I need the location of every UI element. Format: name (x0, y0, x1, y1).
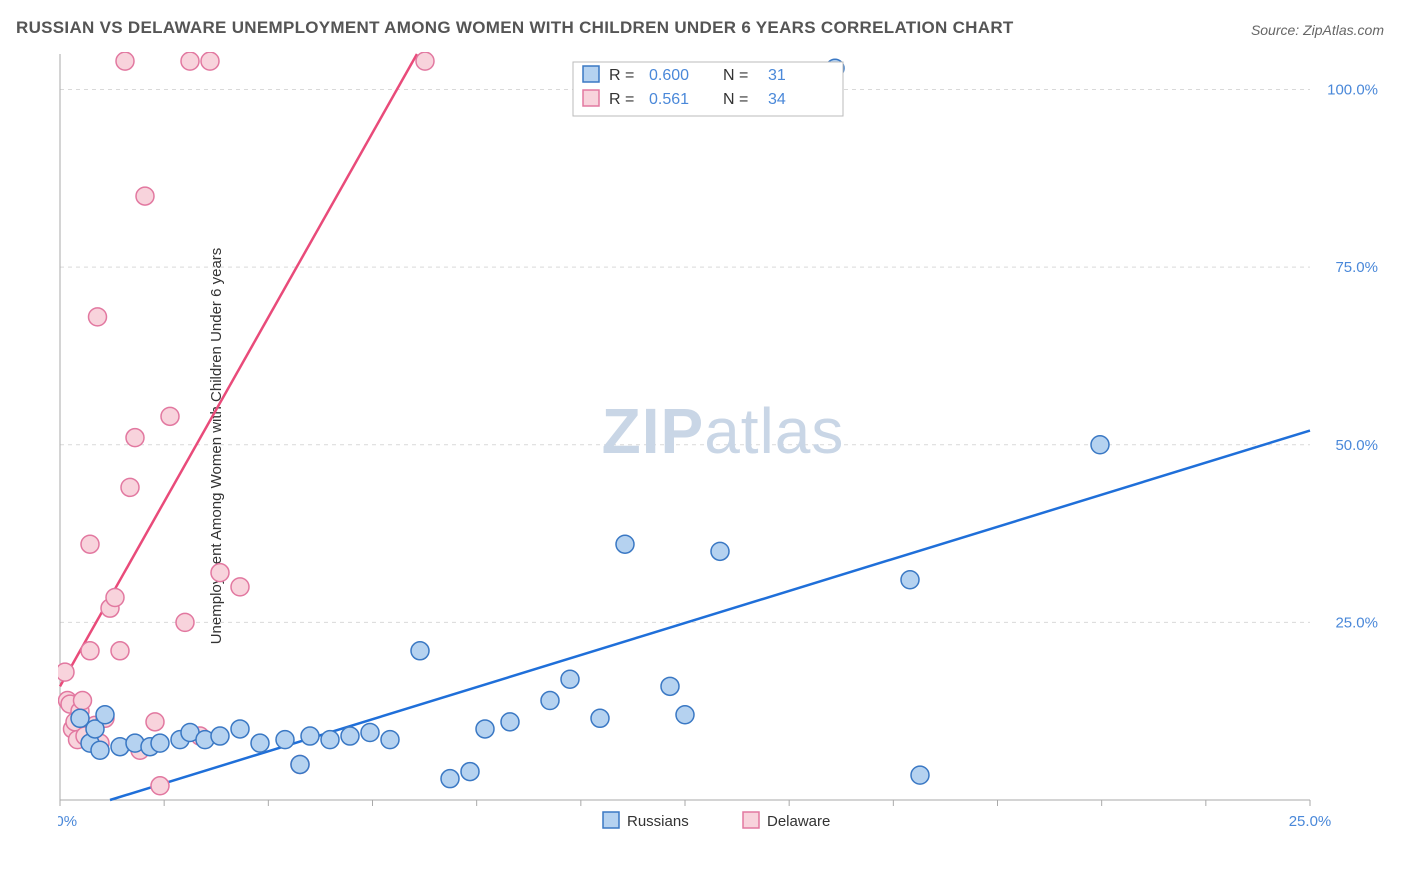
data-point-delaware (176, 613, 194, 631)
data-point-russians (561, 670, 579, 688)
data-point-delaware (161, 407, 179, 425)
y-tick-label: 100.0% (1327, 82, 1378, 99)
data-point-delaware (146, 713, 164, 731)
data-point-delaware (106, 589, 124, 607)
data-point-delaware (201, 52, 219, 70)
data-point-russians (91, 741, 109, 759)
data-point-russians (541, 692, 559, 710)
scatter-plot: ZIPatlas 25.0%50.0%75.0%100.0%0.0%25.0%R… (58, 52, 1388, 842)
legend-n-label: N = (723, 67, 748, 84)
data-point-delaware (211, 564, 229, 582)
data-point-delaware (74, 692, 92, 710)
data-point-russians (441, 770, 459, 788)
bottom-legend-swatch (603, 812, 619, 828)
legend-n-value: 34 (768, 91, 786, 108)
bottom-legend-swatch (743, 812, 759, 828)
chart-svg: 25.0% 50.0% 75.0% 100.0% 0.0% 25.0% R = 0.600 N … (58, 52, 1388, 842)
data-point-russians (911, 766, 929, 784)
data-point-delaware (231, 578, 249, 596)
legend-n-label: N = (723, 91, 748, 108)
legend-r-value: 0.600 (649, 67, 689, 84)
data-point-russians (616, 535, 634, 553)
y-tick-label: 25.0% (1335, 614, 1378, 631)
data-point-russians (476, 720, 494, 738)
legend-r-value: 0.561 (649, 91, 689, 108)
data-point-russians (361, 724, 379, 742)
legend-r-label: R = (609, 67, 634, 84)
x-tick-label: 25.0% (1289, 813, 1332, 830)
data-point-russians (711, 542, 729, 560)
legend-swatch (583, 66, 599, 82)
data-point-delaware (81, 642, 99, 660)
data-point-russians (231, 720, 249, 738)
data-point-delaware (151, 777, 169, 795)
source-attribution: Source: ZipAtlas.com (1251, 22, 1384, 38)
y-tick-label: 50.0% (1335, 437, 1378, 454)
data-point-delaware (111, 642, 129, 660)
data-point-russians (661, 677, 679, 695)
data-point-russians (901, 571, 919, 589)
data-point-delaware (126, 429, 144, 447)
data-point-russians (591, 709, 609, 727)
data-point-delaware (116, 52, 134, 70)
legend-swatch (583, 90, 599, 106)
bottom-legend-label: Russians (627, 813, 689, 830)
legend-r-label: R = (609, 91, 634, 108)
data-point-delaware (58, 663, 74, 681)
legend-n-value: 31 (768, 67, 786, 84)
data-point-delaware (121, 478, 139, 496)
data-point-russians (1091, 436, 1109, 454)
bottom-legend-label: Delaware (767, 813, 830, 830)
data-point-delaware (136, 187, 154, 205)
data-point-russians (301, 727, 319, 745)
data-point-delaware (89, 308, 107, 326)
data-point-russians (381, 731, 399, 749)
data-point-russians (276, 731, 294, 749)
data-point-delaware (181, 52, 199, 70)
data-point-russians (321, 731, 339, 749)
data-point-russians (151, 734, 169, 752)
chart-title: RUSSIAN VS DELAWARE UNEMPLOYMENT AMONG W… (16, 18, 1014, 38)
data-point-russians (251, 734, 269, 752)
data-point-delaware (81, 535, 99, 553)
data-point-russians (341, 727, 359, 745)
data-point-delaware (416, 52, 434, 70)
x-tick-label: 0.0% (58, 813, 77, 830)
data-point-russians (501, 713, 519, 731)
data-point-russians (411, 642, 429, 660)
y-tick-label: 75.0% (1335, 259, 1378, 276)
data-point-russians (291, 755, 309, 773)
data-point-russians (211, 727, 229, 745)
data-point-russians (676, 706, 694, 724)
data-point-russians (461, 763, 479, 781)
data-point-russians (96, 706, 114, 724)
